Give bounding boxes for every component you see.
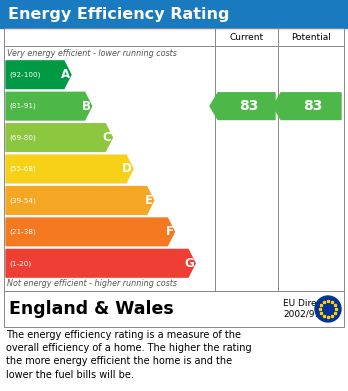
Text: (39-54): (39-54) [9,197,36,204]
Text: B: B [82,100,91,113]
Text: Very energy efficient - lower running costs: Very energy efficient - lower running co… [7,50,177,59]
Polygon shape [210,93,275,120]
Text: C: C [103,131,111,144]
Text: A: A [61,68,70,81]
Text: (81-91): (81-91) [9,103,36,109]
Text: The energy efficiency rating is a measure of the
overall efficiency of a home. T: The energy efficiency rating is a measur… [6,330,252,380]
Text: England & Wales: England & Wales [9,300,174,318]
Text: 2002/91/EC: 2002/91/EC [283,310,335,319]
Text: 83: 83 [303,99,323,113]
Text: (69-80): (69-80) [9,135,36,141]
Text: G: G [184,257,194,270]
Text: D: D [122,163,132,176]
Text: E: E [145,194,153,207]
Polygon shape [6,155,133,183]
Polygon shape [6,218,174,246]
Text: 83: 83 [239,99,258,113]
Polygon shape [6,187,154,214]
Text: Not energy efficient - higher running costs: Not energy efficient - higher running co… [7,280,177,289]
Polygon shape [6,61,71,88]
Text: Potential: Potential [291,32,331,41]
Text: (1-20): (1-20) [9,260,31,267]
Text: Current: Current [229,32,263,41]
Polygon shape [6,249,195,277]
Polygon shape [6,92,92,120]
Circle shape [315,296,341,322]
Text: (92-100): (92-100) [9,72,40,78]
Bar [4,291,344,327]
Text: EU Directive: EU Directive [283,300,339,308]
Bar [0,0,348,28]
Text: Energy Efficiency Rating: Energy Efficiency Rating [8,7,229,22]
Bar [4,28,344,291]
Polygon shape [273,93,341,120]
Polygon shape [6,124,112,151]
Text: (21-38): (21-38) [9,229,36,235]
Text: (55-68): (55-68) [9,166,36,172]
Text: F: F [165,225,173,239]
